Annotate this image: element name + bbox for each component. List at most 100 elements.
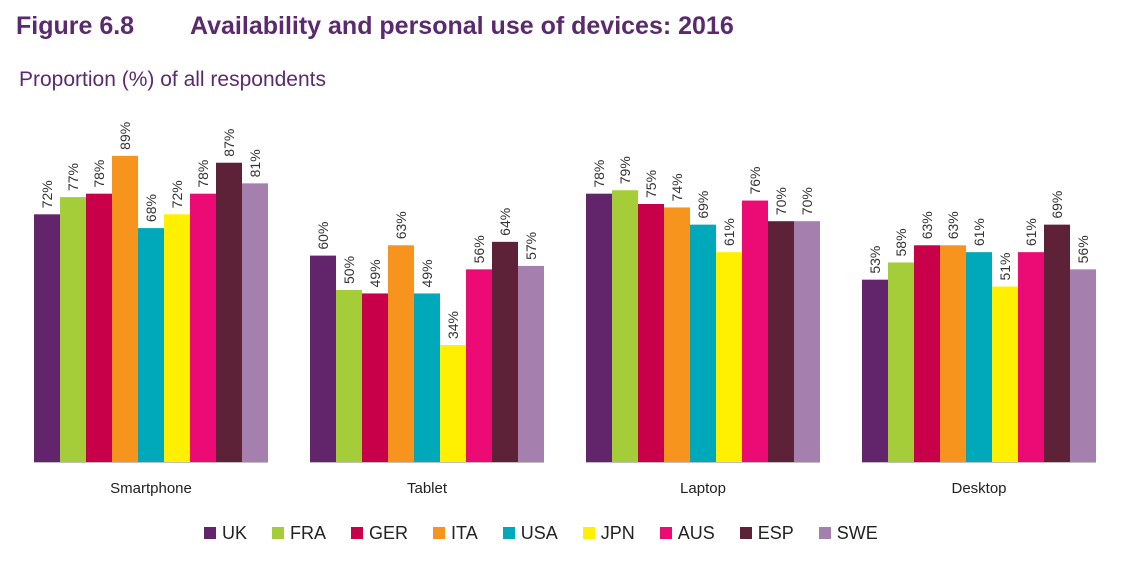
data-label-jpn-desktop: 51%: [997, 253, 1013, 281]
bar-esp-tablet: [492, 241, 518, 462]
bar-ger-smartphone: [86, 193, 112, 462]
legend-swatch-esp: [739, 527, 752, 539]
data-label-swe-laptop: 70%: [799, 187, 815, 215]
bar-ger-laptop: [638, 204, 664, 462]
data-label-fra-smartphone: 77%: [65, 163, 81, 191]
data-label-ita-laptop: 74%: [669, 173, 685, 201]
data-label-uk-laptop: 78%: [591, 160, 607, 188]
data-label-swe-tablet: 57%: [523, 232, 539, 260]
bar-esp-smartphone: [216, 162, 242, 462]
legend-item-usa: USA: [502, 522, 558, 544]
data-label-esp-smartphone: 87%: [221, 129, 237, 157]
data-label-jpn-tablet: 34%: [445, 311, 461, 339]
legend-item-fra: FRA: [272, 523, 326, 544]
legend-item-uk: UK: [204, 523, 247, 544]
bar-aus-desktop: [1018, 252, 1044, 462]
legend-item-ita: ITA: [433, 523, 478, 544]
data-label-usa-desktop: 61%: [971, 218, 987, 246]
bar-aus-tablet: [466, 269, 492, 462]
legend-label-aus: AUS: [677, 522, 715, 543]
chart-subtitle: Proportion (%) of all respondents: [19, 68, 326, 91]
data-label-aus-smartphone: 78%: [195, 160, 211, 188]
data-label-fra-tablet: 50%: [341, 256, 357, 284]
bar-uk-desktop: [862, 279, 888, 462]
data-label-ita-smartphone: 89%: [117, 122, 133, 150]
bar-fra-tablet: [336, 290, 362, 462]
data-label-uk-smartphone: 72%: [39, 180, 55, 208]
bar-swe-laptop: [794, 221, 820, 462]
data-label-jpn-smartphone: 72%: [169, 180, 185, 208]
data-label-esp-desktop: 69%: [1049, 191, 1065, 219]
category-label-desktop: Desktop: [951, 480, 1006, 497]
data-label-ita-desktop: 63%: [945, 211, 961, 239]
legend-label-ger: GER: [369, 522, 409, 543]
bar-fra-smartphone: [60, 197, 86, 462]
category-label-laptop: Laptop: [680, 480, 726, 497]
bar-esp-desktop: [1044, 224, 1070, 462]
bar-fra-laptop: [612, 190, 638, 463]
bar-uk-laptop: [586, 193, 612, 462]
legend-label-usa: USA: [520, 522, 558, 543]
data-label-uk-desktop: 53%: [867, 246, 883, 274]
legend-swatch-fra: [272, 527, 285, 539]
data-label-ger-laptop: 75%: [643, 170, 659, 198]
bar-swe-desktop: [1070, 269, 1096, 462]
data-label-usa-smartphone: 68%: [143, 194, 159, 222]
chart-legend: UK FRA GER ITA USA JPN AUS ESP SWE: [204, 521, 903, 545]
legend-swatch-aus: [659, 527, 672, 539]
bar-swe-tablet: [518, 265, 544, 462]
data-label-ger-desktop: 63%: [919, 211, 935, 239]
category-label-smartphone: Smartphone: [110, 480, 192, 497]
legend-item-jpn: JPN: [582, 522, 635, 544]
category-label-tablet: Tablet: [407, 480, 448, 497]
legend-swatch-uk: [204, 527, 216, 539]
figure-number: Figure 6.8: [16, 12, 135, 40]
legend-swatch-usa: [502, 527, 515, 539]
bar-ita-smartphone: [112, 155, 138, 462]
bar-ita-tablet: [388, 245, 414, 462]
bar-aus-laptop: [742, 200, 768, 462]
legend-swatch-swe: [818, 527, 831, 539]
bar-jpn-smartphone: [164, 214, 190, 462]
legend-item-esp: ESP: [739, 522, 794, 544]
legend-label-fra: FRA: [290, 522, 327, 543]
data-label-fra-desktop: 58%: [893, 228, 909, 256]
data-label-usa-laptop: 69%: [695, 191, 711, 219]
bar-usa-laptop: [690, 224, 716, 462]
figure-title: Availability and personal use of devices…: [190, 12, 734, 40]
bar-uk-tablet: [310, 255, 336, 462]
data-label-usa-tablet: 49%: [419, 259, 435, 287]
bar-usa-desktop: [966, 252, 992, 462]
legend-label-swe: SWE: [836, 522, 878, 543]
bar-jpn-tablet: [440, 345, 466, 462]
data-label-swe-desktop: 56%: [1075, 235, 1091, 263]
data-label-uk-tablet: 60%: [315, 222, 331, 250]
bar-aus-smartphone: [190, 193, 216, 462]
legend-label-esp: ESP: [757, 522, 794, 543]
bar-jpn-laptop: [716, 252, 742, 462]
data-label-esp-laptop: 70%: [773, 187, 789, 215]
data-label-swe-smartphone: 81%: [247, 149, 263, 177]
legend-label-jpn: JPN: [600, 522, 635, 543]
data-label-ita-tablet: 63%: [393, 211, 409, 239]
bar-jpn-desktop: [992, 286, 1018, 462]
bar-swe-smartphone: [242, 183, 268, 463]
bar-ger-tablet: [362, 293, 388, 462]
legend-item-swe: SWE: [818, 522, 878, 544]
data-label-ger-tablet: 49%: [367, 259, 383, 287]
bar-ita-desktop: [940, 245, 966, 462]
legend-label-ita: ITA: [451, 522, 478, 543]
bar-esp-laptop: [768, 221, 794, 462]
legend-item-aus: AUS: [659, 522, 715, 544]
data-label-esp-tablet: 64%: [497, 208, 513, 236]
legend-swatch-ger: [351, 527, 364, 539]
legend-item-ger: GER: [351, 523, 408, 544]
legend-label-uk: UK: [222, 522, 248, 543]
legend-swatch-ita: [433, 527, 446, 539]
data-label-aus-laptop: 76%: [747, 167, 763, 195]
bar-usa-smartphone: [138, 228, 164, 462]
data-label-fra-laptop: 79%: [617, 156, 633, 184]
bar-ita-laptop: [664, 207, 690, 462]
legend-swatch-jpn: [582, 527, 595, 539]
